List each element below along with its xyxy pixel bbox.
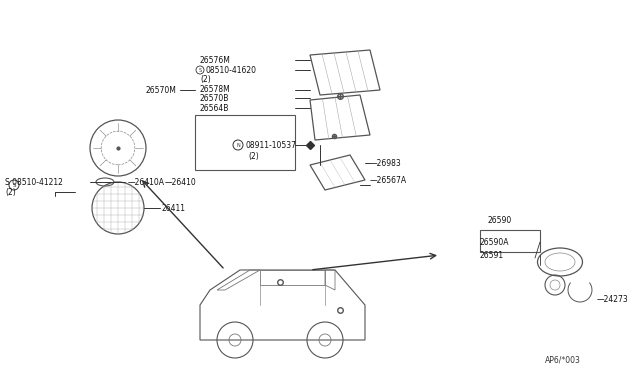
Text: 08510-41620: 08510-41620: [206, 65, 257, 74]
Text: 08911-10537: 08911-10537: [245, 141, 296, 150]
Text: (2): (2): [5, 188, 16, 197]
Text: S 08510-41212: S 08510-41212: [5, 178, 63, 187]
Text: N: N: [236, 142, 240, 148]
Text: 26576M: 26576M: [200, 55, 231, 64]
Text: AP6/*003: AP6/*003: [545, 356, 581, 365]
Text: 26591: 26591: [480, 250, 504, 260]
Text: —26410: —26410: [165, 177, 196, 186]
Text: —26983: —26983: [370, 158, 402, 167]
Text: 26570M: 26570M: [145, 86, 176, 94]
Text: —24273: —24273: [597, 295, 628, 305]
Bar: [195, 115, 295, 170]
Text: —26567A: —26567A: [370, 176, 407, 185]
Text: 26564B: 26564B: [200, 103, 229, 112]
Text: (2): (2): [200, 74, 211, 83]
Text: 26578M: 26578M: [200, 84, 231, 93]
Bar: [480, 230, 540, 252]
Text: S: S: [198, 67, 202, 73]
Text: (2): (2): [248, 151, 259, 160]
Text: —26410A: —26410A: [128, 177, 165, 186]
Text: 26590: 26590: [488, 215, 512, 224]
Text: 26570B: 26570B: [200, 93, 229, 103]
Text: 26590A: 26590A: [480, 237, 509, 247]
Text: 26411: 26411: [162, 203, 186, 212]
Text: S: S: [12, 183, 16, 187]
